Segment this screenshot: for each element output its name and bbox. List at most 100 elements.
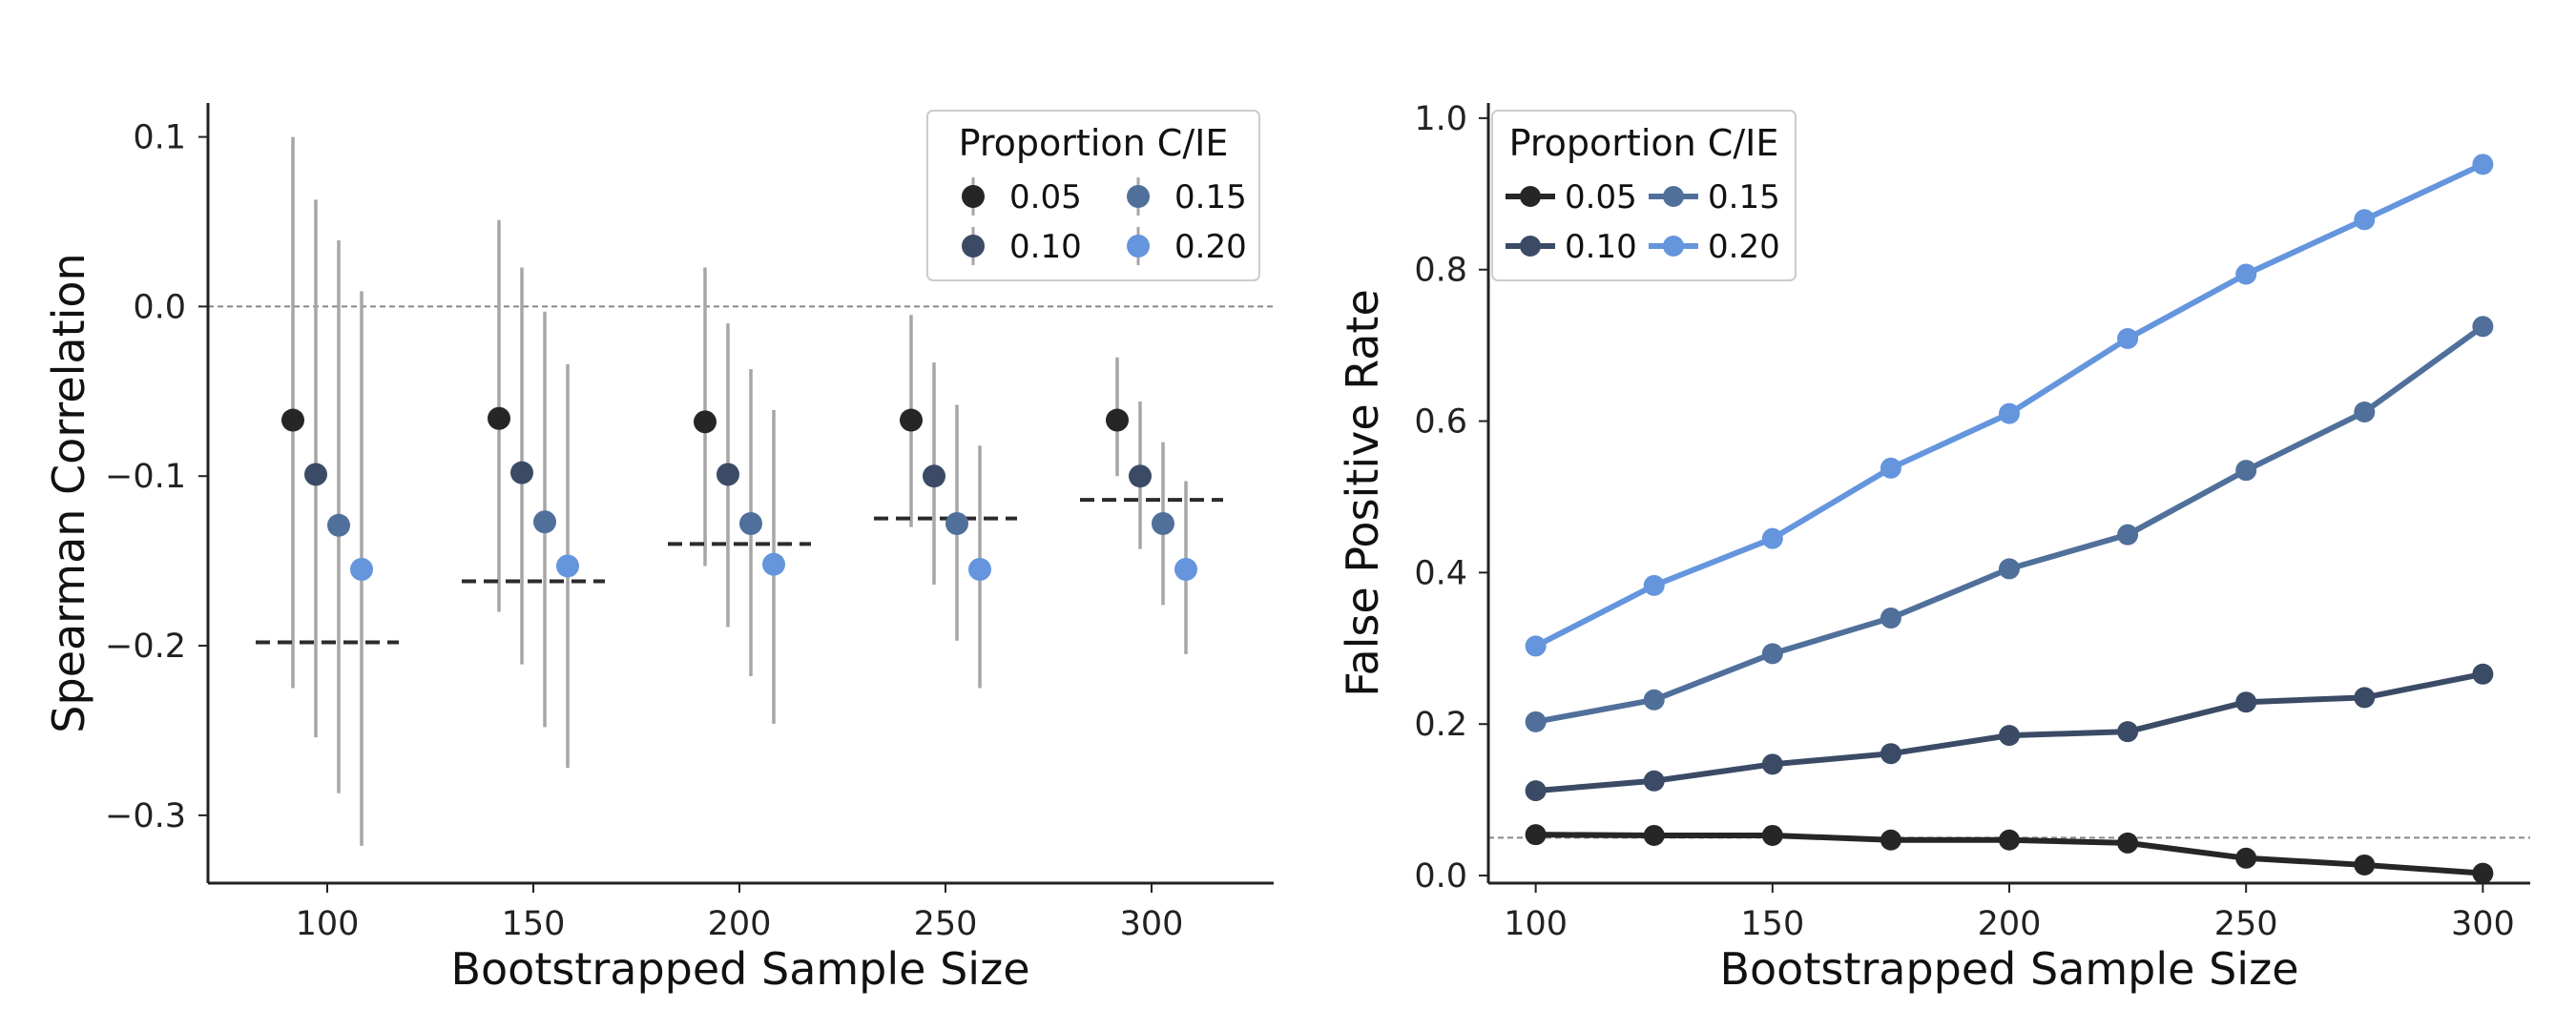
fpr-line-0-15	[1535, 323, 2485, 725]
fpr-point-0-10	[2354, 687, 2376, 709]
point-0-05	[1106, 408, 1129, 432]
right-x-tick-label: 100	[1504, 905, 1568, 943]
point-0-15	[945, 512, 968, 536]
fpr-point-0-10	[1525, 780, 1547, 802]
fpr-point-0-05	[1999, 829, 2020, 851]
fpr-point-0-05	[2117, 832, 2139, 854]
left-x-tick-label: 150	[502, 905, 566, 943]
left-legend-marker-0-15	[1127, 185, 1150, 208]
fpr-point-0-05	[1880, 829, 1901, 851]
fpr-point-0-15	[1761, 643, 1783, 665]
fpr-point-0-15	[1880, 608, 1901, 629]
point-0-05	[900, 408, 923, 432]
fpr-point-0-05	[1761, 824, 1783, 846]
left-legend-label-0-20: 0.20	[1174, 228, 1247, 266]
fpr-point-0-20	[2235, 263, 2257, 285]
right-y-tick-label: 0.8	[1414, 252, 1467, 290]
left-x-tick-label: 100	[296, 905, 360, 943]
left-legend-marker-0-05	[962, 185, 985, 208]
point-0-20	[968, 558, 991, 582]
spearman-marks	[256, 136, 1223, 846]
right-legend-label-0-05: 0.05	[1565, 178, 1637, 216]
false-positive-marks	[1525, 154, 2494, 884]
point-0-15	[739, 512, 762, 536]
point-0-10	[1129, 464, 1152, 488]
left-legend: Proportion C/IE 0.05 0.10 0.15 0.20	[926, 110, 1260, 281]
right-y-tick-label: 0.0	[1414, 857, 1467, 896]
fpr-point-0-05	[2472, 862, 2494, 884]
fpr-point-0-10	[2117, 721, 2139, 743]
right-legend-label-0-20: 0.20	[1708, 228, 1780, 266]
spearman-correlation-panel: 0.1 0.0 −0.1 −0.2 −0.3 100 150 200 250 300 Boots…	[43, 103, 1274, 995]
right-x-tick-label: 300	[2451, 905, 2515, 943]
right-x-tick-label: 250	[2214, 905, 2278, 943]
fpr-point-0-20	[1999, 402, 2020, 424]
left-y-tick-label: 0.1	[133, 119, 186, 157]
fpr-point-0-10	[1761, 753, 1783, 775]
fpr-point-0-15	[1643, 689, 1665, 711]
left-y-tick-label: −0.1	[105, 458, 186, 496]
fpr-point-0-20	[1643, 574, 1665, 596]
fpr-point-0-20	[2472, 154, 2494, 175]
left-legend-entries: 0.05 0.10 0.15 0.20	[962, 177, 1247, 266]
right-x-tick-label: 150	[1740, 905, 1804, 943]
right-x-ticks: 100 150 200 250 300	[1504, 883, 2515, 943]
right-legend-marker-0-05	[1520, 186, 1541, 207]
fpr-point-0-15	[1525, 711, 1547, 732]
point-0-10	[510, 461, 533, 484]
right-legend-marker-0-20	[1663, 236, 1684, 257]
left-legend-label-0-05: 0.05	[1009, 178, 1082, 216]
point-0-05	[281, 408, 304, 432]
left-x-tick-label: 300	[1120, 905, 1184, 943]
right-legend-label-0-15: 0.15	[1708, 178, 1780, 216]
right-y-tick-label: 0.6	[1414, 403, 1467, 442]
fpr-point-0-20	[1525, 635, 1547, 657]
point-0-10	[717, 463, 739, 486]
left-legend-label-0-10: 0.10	[1009, 228, 1082, 266]
right-y-axis-title: False Positive Rate	[1337, 289, 1388, 697]
point-0-15	[327, 513, 350, 537]
right-legend-marker-0-10	[1520, 236, 1541, 257]
left-y-tick-label: 0.0	[133, 288, 186, 326]
left-y-ticks: 0.1 0.0 −0.1 −0.2 −0.3	[105, 119, 208, 835]
left-x-tick-label: 200	[708, 905, 772, 943]
point-0-15	[533, 510, 556, 534]
fpr-point-0-10	[1999, 725, 2020, 747]
point-0-20	[350, 558, 373, 582]
fpr-point-0-05	[1643, 824, 1665, 846]
right-y-tick-label: 0.2	[1414, 706, 1467, 744]
fpr-point-0-10	[1880, 743, 1901, 765]
point-0-10	[304, 463, 327, 486]
fpr-point-0-10	[2235, 691, 2257, 713]
right-x-tick-label: 200	[1978, 905, 2042, 943]
point-0-15	[1152, 512, 1174, 536]
right-legend-entries: 0.05 0.10 0.15 0.20	[1506, 178, 1780, 266]
left-y-tick-label: −0.2	[105, 628, 186, 666]
point-0-10	[923, 464, 945, 488]
right-y-ticks: 0.0 0.2 0.4 0.6 0.8 1.0	[1414, 100, 1488, 896]
fpr-point-0-05	[1525, 824, 1547, 846]
fpr-point-0-10	[1643, 770, 1665, 792]
fpr-point-0-20	[1880, 457, 1901, 479]
right-legend-marker-0-15	[1663, 186, 1684, 207]
right-legend-title: Proportion C/IE	[1509, 122, 1779, 164]
left-legend-marker-0-10	[962, 235, 985, 258]
fpr-point-0-15	[2117, 524, 2139, 546]
left-x-tick-label: 250	[914, 905, 978, 943]
fpr-point-0-20	[2354, 209, 2376, 231]
left-y-tick-label: −0.3	[105, 797, 186, 835]
fpr-point-0-10	[2472, 663, 2494, 685]
fpr-point-0-15	[2354, 402, 2376, 423]
right-y-tick-label: 0.4	[1414, 554, 1467, 592]
fpr-point-0-20	[2117, 327, 2139, 349]
right-legend-frame	[1491, 110, 1797, 281]
point-0-05	[488, 406, 510, 430]
fpr-point-0-20	[1761, 527, 1783, 549]
left-legend-title: Proportion C/IE	[959, 122, 1229, 164]
left-x-ticks: 100 150 200 250 300	[296, 883, 1184, 943]
point-0-20	[1174, 558, 1197, 582]
right-y-tick-label: 1.0	[1414, 100, 1467, 138]
point-0-05	[694, 410, 717, 434]
fpr-point-0-05	[2354, 854, 2376, 876]
